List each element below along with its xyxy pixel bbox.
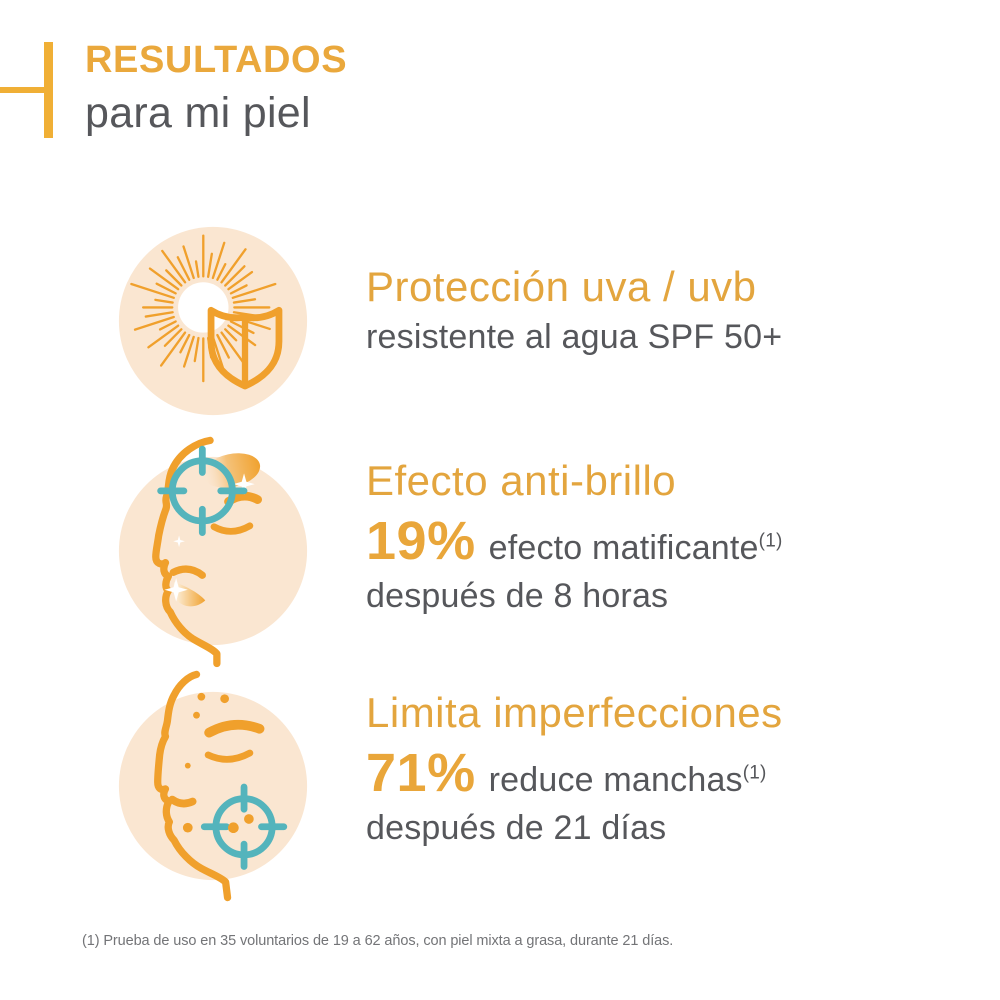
sun-core	[178, 282, 229, 333]
eye	[204, 749, 254, 763]
sparkle	[173, 535, 185, 548]
footnote-ref: (1)	[758, 530, 783, 552]
section-detail: resistente al agua SPF 50+	[366, 318, 783, 357]
stat-line: 19% efecto matificante(1)	[366, 514, 783, 568]
stat-label: efecto matificante(1)	[488, 529, 783, 568]
section-proteccion: Protección uva / uvb resistente al agua …	[366, 263, 783, 359]
sparkle	[233, 473, 255, 495]
face-outline	[154, 670, 232, 902]
lips	[168, 795, 197, 808]
footnote: (1) Prueba de uso en 35 voluntarios de 1…	[82, 933, 674, 949]
footnote-ref: (1)	[742, 762, 767, 784]
face-crosshair-forehead-icon	[118, 436, 308, 668]
imperfection-spots	[182, 692, 230, 833]
section-heading: Efecto anti-brillo	[366, 457, 677, 504]
section-duration: después de 21 días	[366, 809, 667, 848]
section-anti-brillo: Efecto anti-brillo 19% efecto matificant…	[366, 457, 783, 616]
header: RESULTADOS para mi piel	[85, 39, 348, 138]
stat-label: reduce manchas(1)	[488, 761, 767, 800]
icon-circle-background	[118, 691, 308, 881]
stat-value: 71%	[366, 743, 476, 804]
sparkle	[164, 578, 188, 602]
page-title: RESULTADOS	[85, 39, 348, 81]
page-subtitle: para mi piel	[85, 88, 311, 137]
section-duration: después de 8 horas	[366, 577, 669, 616]
eye	[210, 522, 254, 535]
section-imperfecciones: Limita imperfecciones 71% reduce manchas…	[366, 689, 783, 848]
stat-value: 19%	[366, 511, 476, 572]
section-heading: Limita imperfecciones	[366, 689, 783, 736]
section-heading: Protección uva / uvb	[366, 263, 757, 310]
crosshair-target	[157, 445, 248, 536]
face-outline	[152, 436, 221, 668]
eyebrow	[204, 719, 265, 738]
crosshair-target	[200, 783, 288, 870]
shield	[207, 306, 283, 390]
face-spots-crosshair-chin-icon	[118, 670, 308, 902]
accent-vertical-bar	[44, 42, 53, 138]
sun-shield-icon	[118, 226, 308, 416]
upper-lip	[169, 565, 206, 579]
accent-horizontal-line	[0, 87, 45, 93]
stat-line: 71% reduce manchas(1)	[366, 746, 783, 800]
